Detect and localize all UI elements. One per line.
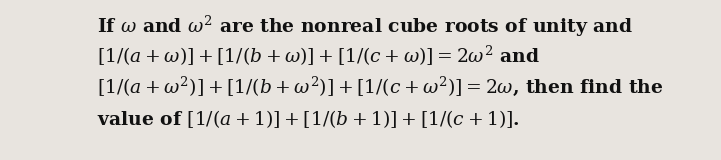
Text: value of $[1/(a + 1)] + [1/(b + 1)] + [1/(c + 1)]$.: value of $[1/(a + 1)] + [1/(b + 1)] + [1… xyxy=(97,108,521,130)
Text: $[1/(a + \omega)] + [1/(b + \omega)] + [1/(c + \omega)] = 2\omega^2$ and: $[1/(a + \omega)] + [1/(b + \omega)] + [… xyxy=(97,44,540,68)
Text: If $\omega$ and $\omega^2$ are the nonreal cube roots of unity and: If $\omega$ and $\omega^2$ are the nonre… xyxy=(97,14,633,39)
Text: $[1/(a + \omega^2)] + [1/(b + \omega^2)] + [1/(c + \omega^2)] = 2\omega$, then f: $[1/(a + \omega^2)] + [1/(b + \omega^2)]… xyxy=(97,75,664,98)
